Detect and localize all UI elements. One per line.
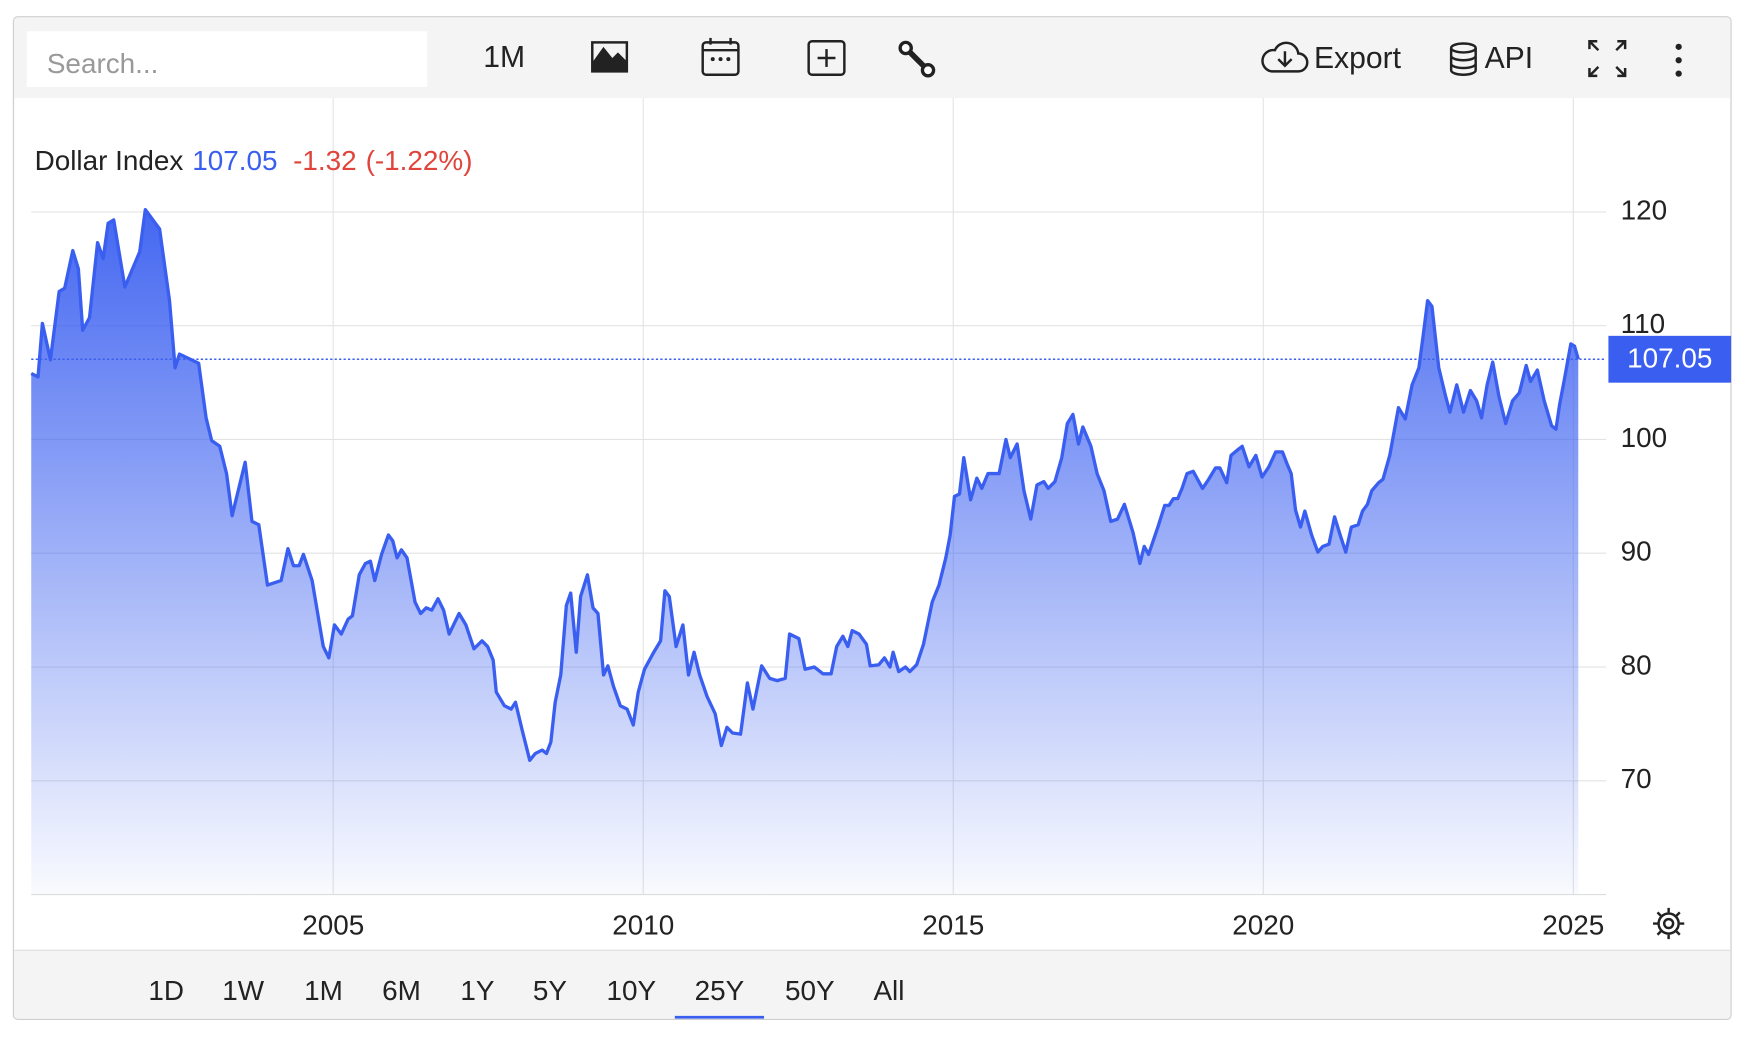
y-tick-label: 80 bbox=[1621, 649, 1652, 680]
x-tick-label: 2025 bbox=[1542, 909, 1604, 940]
legend-change: -1.32 bbox=[293, 145, 357, 176]
range-button[interactable]: 5Y bbox=[533, 975, 567, 1006]
last-value-tag bbox=[1608, 335, 1732, 383]
range-button[interactable]: 1D bbox=[148, 975, 184, 1006]
x-tick-label: 2005 bbox=[302, 909, 364, 940]
compare-icon[interactable] bbox=[807, 40, 846, 76]
settings-wrench-icon[interactable] bbox=[898, 40, 936, 78]
x-tick-label: 2020 bbox=[1232, 909, 1294, 940]
range-button[interactable]: 50Y bbox=[785, 975, 835, 1006]
range-button[interactable]: 25Y bbox=[695, 975, 745, 1006]
range-button[interactable]: All bbox=[873, 975, 904, 1006]
api-icon[interactable] bbox=[1449, 42, 1477, 76]
fullscreen-icon[interactable] bbox=[1588, 40, 1627, 78]
y-tick-label: 110 bbox=[1621, 308, 1665, 339]
line bbox=[30, 207, 1580, 762]
legend: Dollar Index 107.05 -1.32 (-1.22%) bbox=[35, 145, 473, 176]
export-button[interactable]: Export bbox=[1314, 42, 1402, 75]
chart-type-icon[interactable] bbox=[591, 41, 629, 73]
calendar-icon[interactable] bbox=[701, 37, 740, 76]
y-tick-label: 120 bbox=[1621, 194, 1668, 225]
search-box[interactable] bbox=[26, 31, 428, 88]
area-fill bbox=[31, 209, 1579, 895]
plot bbox=[30, 207, 1607, 895]
interval-button[interactable]: 1M bbox=[483, 41, 525, 74]
api-button[interactable]: API bbox=[1485, 42, 1534, 75]
y-tick-label: 100 bbox=[1621, 422, 1668, 453]
export-icon[interactable] bbox=[1261, 41, 1309, 73]
range-button[interactable]: 1Y bbox=[460, 975, 494, 1006]
range-button[interactable]: 1M bbox=[304, 975, 343, 1006]
search-placeholder[interactable]: Search... bbox=[47, 48, 159, 79]
range-selector: 1D 1W 1M 6M 1Y 5Y 10Y 25Y 50Y All bbox=[148, 975, 904, 1019]
range-button[interactable]: 1W bbox=[222, 975, 265, 1006]
more-menu-icon[interactable] bbox=[1675, 43, 1682, 77]
y-tick-label: 70 bbox=[1621, 763, 1652, 794]
legend-series-name: Dollar Index bbox=[35, 145, 184, 176]
range-button[interactable]: 6M bbox=[382, 975, 421, 1006]
legend-last-value: 107.05 bbox=[192, 145, 277, 176]
legend-change-percent: (-1.22%) bbox=[366, 145, 473, 176]
y-tick-label: 90 bbox=[1621, 536, 1652, 567]
chart-settings-icon[interactable] bbox=[1653, 907, 1685, 940]
last-value-label: 107.05 bbox=[1627, 343, 1712, 374]
range-button[interactable]: 10Y bbox=[607, 975, 657, 1006]
x-tick-label: 2010 bbox=[612, 909, 674, 940]
x-tick-label: 2015 bbox=[922, 909, 984, 940]
